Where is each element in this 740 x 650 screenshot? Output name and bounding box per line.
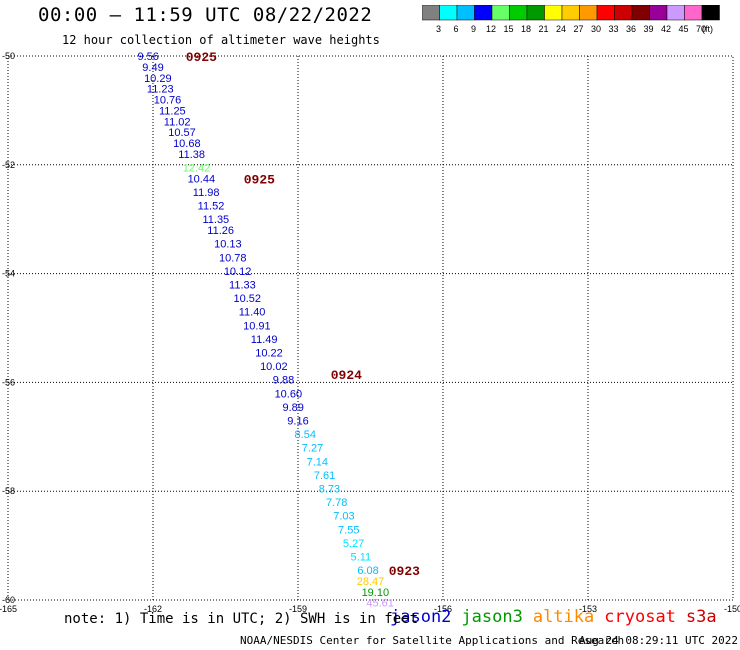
wave-height-value: 10.22 <box>255 347 283 359</box>
wave-height-value: 12.42 <box>183 163 211 175</box>
color-scale-label: 3 <box>436 24 441 34</box>
wave-height-value: 11.35 <box>202 214 229 226</box>
time-tag: 0925 <box>186 50 217 65</box>
wave-height-value: 7.03 <box>333 511 354 523</box>
y-tick-label: -60 <box>2 595 15 605</box>
color-scale-label: 9 <box>471 24 476 34</box>
color-scale-label: 30 <box>591 24 601 34</box>
x-tick-label: -165 <box>0 604 17 614</box>
wave-height-value: 7.78 <box>326 497 347 509</box>
wave-height-value: 10.13 <box>214 239 242 251</box>
wave-height-value: 8.73 <box>319 483 340 495</box>
wave-height-value: 9.56 <box>137 51 158 63</box>
satellite-legend-item: cryosat <box>604 607 676 627</box>
wave-height-value: 11.33 <box>229 279 256 291</box>
color-scale-label: 42 <box>661 24 671 34</box>
y-tick-label: -52 <box>2 160 15 170</box>
color-scale-label: 12 <box>486 24 496 34</box>
wave-height-value: 11.40 <box>239 307 266 319</box>
wave-height-value: 11.52 <box>198 201 225 213</box>
x-tick-label: -156 <box>434 604 452 614</box>
wave-height-value: 10.57 <box>168 127 196 139</box>
wave-height-value: 10.78 <box>219 252 247 264</box>
color-scale-label: 18 <box>521 24 531 34</box>
chart-subtitle: 12 hour collection of altimeter wave hei… <box>62 33 380 47</box>
color-scale-label: 15 <box>503 24 513 34</box>
color-swatch <box>701 5 720 21</box>
wave-height-value: 11.38 <box>178 149 205 161</box>
color-scale-label: 21 <box>538 24 548 34</box>
wave-height-value: 9.16 <box>287 415 308 427</box>
wave-height-value: 8.54 <box>295 429 316 441</box>
plot-frame <box>7 55 734 601</box>
wave-height-value: 9.89 <box>282 402 303 414</box>
wave-height-value: 10.68 <box>173 138 201 150</box>
time-tag: 0925 <box>244 172 275 187</box>
wave-height-value: 10.52 <box>233 293 261 305</box>
color-scale-label: 45 <box>678 24 688 34</box>
wave-height-value: 11.23 <box>147 84 174 96</box>
wave-height-value: 7.27 <box>302 443 323 455</box>
color-scale-label: 36 <box>626 24 636 34</box>
wave-height-value: 10.76 <box>154 95 182 107</box>
wave-height-value: 7.61 <box>314 470 335 482</box>
wave-height-value: 5.27 <box>343 538 364 550</box>
time-tag: 0924 <box>331 368 362 383</box>
wave-height-value: 10.12 <box>224 266 252 278</box>
satellite-legend-item: s3a <box>685 607 717 627</box>
wave-height-value: 11.26 <box>207 225 234 237</box>
wave-height-value: 7.14 <box>307 456 328 468</box>
x-tick-label: -159 <box>289 604 307 614</box>
chart-title: 00:00 – 11:59 UTC 08/22/2022 <box>38 4 373 26</box>
satellite-legend-item: jason2 <box>390 607 452 627</box>
x-tick-label: -150 <box>724 604 740 614</box>
wave-height-value: 45.61 <box>366 598 394 610</box>
wave-height-value: 11.49 <box>251 334 278 346</box>
color-scale-legend: 3 6 9 12 15 18 21 24 27 30 33 36 39 42 45 70(ft) <box>422 5 720 34</box>
wave-height-value: 11.25 <box>159 105 186 117</box>
wave-height-value: 10.44 <box>188 173 216 185</box>
wave-height-value: 5.11 <box>351 551 372 563</box>
color-scale-label: 24 <box>556 24 566 34</box>
wave-height-value: 9.49 <box>142 62 163 74</box>
wave-height-value: 9.88 <box>273 375 294 387</box>
wave-height-value: 7.55 <box>338 524 359 536</box>
color-scale-label: 27 <box>573 24 583 34</box>
wave-height-value: 11.02 <box>164 116 191 128</box>
wave-height-value: 6.08 <box>357 565 378 577</box>
color-scale-label: 6 <box>453 24 458 34</box>
y-tick-label: -58 <box>2 486 15 496</box>
wave-height-value: 28.47 <box>357 576 385 588</box>
wave-height-value: 10.29 <box>144 73 172 85</box>
satellite-legend-item: altika <box>532 607 595 627</box>
color-scale-label: 39 <box>643 24 653 34</box>
footer-note: note: 1) Time is in UTC; 2) SWH is in fe… <box>64 611 419 627</box>
wave-height-value: 11.98 <box>193 187 220 199</box>
color-scale-label: 70 <box>696 24 706 34</box>
wave-height-value: 10.60 <box>275 388 303 400</box>
y-tick-label: -56 <box>2 377 15 387</box>
credit-line: NOAA/NESDIS Center for Satellite Applica… <box>240 634 625 647</box>
satellite-legend-item: jason3 <box>461 607 523 627</box>
color-scale-unit: (ft) <box>702 24 713 34</box>
generated-timestamp: Aug 24 08:29:11 UTC 2022 <box>579 634 738 647</box>
x-tick-label: -162 <box>144 604 162 614</box>
y-tick-label: -50 <box>2 51 15 61</box>
wave-height-value: 10.02 <box>260 361 288 373</box>
y-tick-label: -54 <box>2 269 15 279</box>
satellite-legend: jason2 jason3 altika cryosat s3a <box>390 607 727 627</box>
x-tick-label: -153 <box>579 604 597 614</box>
wave-height-value: 19.10 <box>362 587 390 599</box>
color-scale-label: 33 <box>608 24 618 34</box>
wave-height-value: 10.91 <box>243 320 271 332</box>
time-tag: 0923 <box>389 564 420 579</box>
